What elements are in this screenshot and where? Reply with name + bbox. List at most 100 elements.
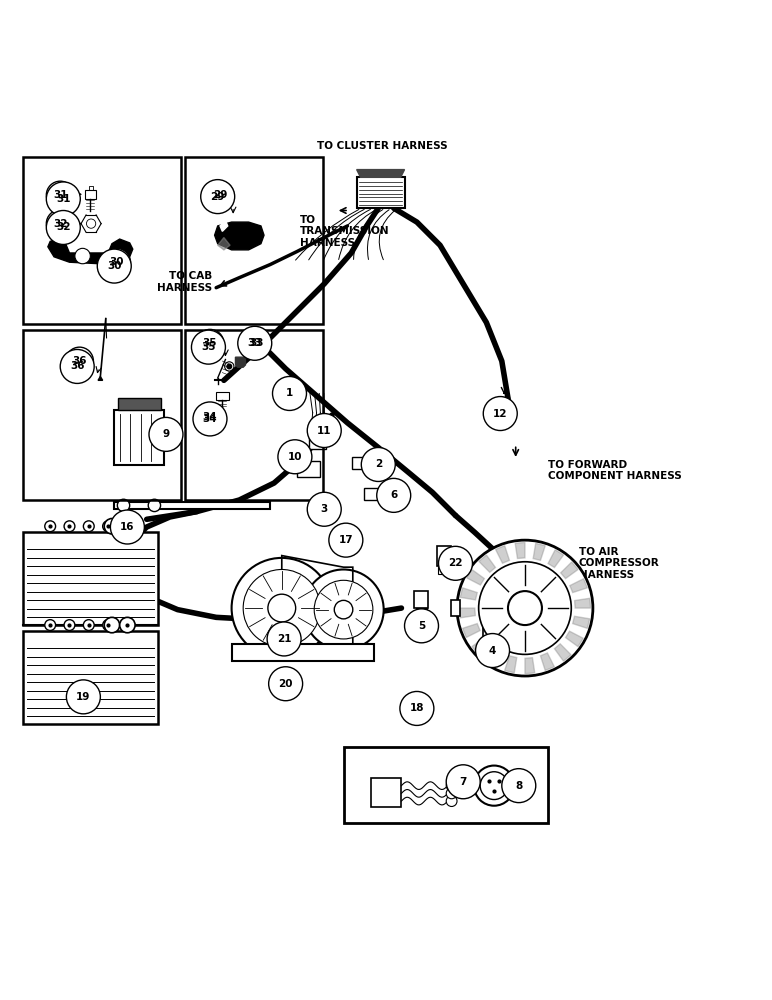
Bar — [364, 488, 378, 500]
Polygon shape — [548, 550, 564, 567]
Text: 12: 12 — [493, 409, 507, 419]
Bar — [23, 532, 158, 625]
Circle shape — [361, 448, 395, 481]
Circle shape — [405, 609, 438, 643]
Text: 4: 4 — [489, 646, 496, 656]
Polygon shape — [505, 656, 516, 673]
Text: 30: 30 — [107, 261, 121, 271]
Circle shape — [122, 620, 133, 630]
Bar — [216, 392, 229, 400]
Polygon shape — [220, 221, 228, 231]
Circle shape — [377, 478, 411, 512]
Polygon shape — [560, 562, 578, 579]
Bar — [501, 397, 509, 406]
Circle shape — [46, 182, 80, 216]
Circle shape — [110, 510, 144, 544]
Text: 19: 19 — [76, 692, 90, 702]
Text: TO CLUSTER HARNESS: TO CLUSTER HARNESS — [317, 141, 448, 151]
Circle shape — [278, 440, 312, 474]
Circle shape — [446, 765, 480, 799]
Circle shape — [476, 634, 510, 668]
Polygon shape — [554, 644, 571, 661]
Circle shape — [227, 364, 232, 369]
Circle shape — [307, 492, 341, 526]
Polygon shape — [48, 239, 133, 264]
Circle shape — [243, 569, 320, 647]
Bar — [232, 644, 374, 661]
Circle shape — [206, 181, 234, 209]
Polygon shape — [540, 653, 554, 670]
Text: 7: 7 — [459, 777, 467, 787]
Text: 3: 3 — [320, 504, 328, 514]
Circle shape — [120, 519, 135, 534]
Circle shape — [64, 620, 75, 630]
Circle shape — [104, 519, 120, 534]
Text: 8: 8 — [515, 781, 523, 791]
Text: 34: 34 — [203, 414, 217, 424]
Circle shape — [242, 329, 270, 357]
Polygon shape — [570, 579, 587, 593]
Circle shape — [457, 540, 593, 676]
Circle shape — [149, 417, 183, 451]
Circle shape — [307, 414, 341, 448]
Text: 32: 32 — [53, 219, 67, 229]
Circle shape — [474, 766, 514, 806]
Text: 35: 35 — [201, 342, 215, 352]
Text: TO
TRANSMISSION
HARNESS: TO TRANSMISSION HARNESS — [300, 215, 389, 248]
Circle shape — [232, 558, 332, 658]
Circle shape — [83, 521, 94, 532]
Circle shape — [502, 769, 536, 803]
Text: 11: 11 — [317, 426, 331, 436]
Bar — [85, 190, 96, 199]
Circle shape — [446, 780, 457, 791]
Polygon shape — [114, 502, 270, 509]
Polygon shape — [462, 624, 480, 637]
Circle shape — [329, 523, 363, 557]
Bar — [185, 157, 323, 324]
Circle shape — [334, 600, 353, 619]
Text: 36: 36 — [70, 361, 84, 371]
Text: 22: 22 — [449, 558, 462, 568]
Text: TO CAB
HARNESS: TO CAB HARNESS — [157, 271, 212, 293]
Circle shape — [45, 620, 56, 630]
Bar — [414, 591, 428, 608]
Bar — [357, 177, 405, 208]
Bar — [483, 627, 500, 641]
Bar — [23, 157, 181, 324]
Circle shape — [103, 248, 130, 276]
Polygon shape — [533, 543, 545, 560]
Text: 21: 21 — [277, 634, 291, 644]
Circle shape — [269, 667, 303, 701]
Polygon shape — [459, 608, 476, 618]
Text: 33: 33 — [249, 338, 263, 348]
Circle shape — [446, 796, 457, 806]
Polygon shape — [515, 542, 525, 558]
Circle shape — [193, 402, 227, 436]
Circle shape — [400, 691, 434, 725]
Bar — [344, 532, 357, 546]
Circle shape — [438, 546, 472, 580]
Text: 33: 33 — [248, 338, 262, 348]
Bar — [297, 461, 320, 477]
Circle shape — [196, 329, 224, 357]
Circle shape — [480, 772, 508, 800]
Text: TO FORWARD
COMPONENT HARNESS: TO FORWARD COMPONENT HARNESS — [548, 460, 682, 481]
Text: 9: 9 — [162, 429, 170, 439]
Text: 20: 20 — [279, 679, 293, 689]
Polygon shape — [215, 222, 264, 250]
Bar — [23, 330, 181, 500]
Text: 1: 1 — [286, 388, 293, 398]
Bar — [118, 398, 161, 410]
Text: 30: 30 — [110, 257, 124, 267]
Circle shape — [446, 788, 457, 799]
Text: 31: 31 — [56, 194, 70, 204]
Circle shape — [303, 569, 384, 650]
Text: 35: 35 — [203, 338, 217, 348]
Circle shape — [267, 622, 301, 656]
Polygon shape — [574, 598, 591, 608]
Text: 31: 31 — [53, 190, 67, 200]
Polygon shape — [525, 658, 535, 674]
Text: 32: 32 — [56, 222, 70, 232]
Bar — [23, 631, 158, 724]
Circle shape — [148, 499, 161, 512]
